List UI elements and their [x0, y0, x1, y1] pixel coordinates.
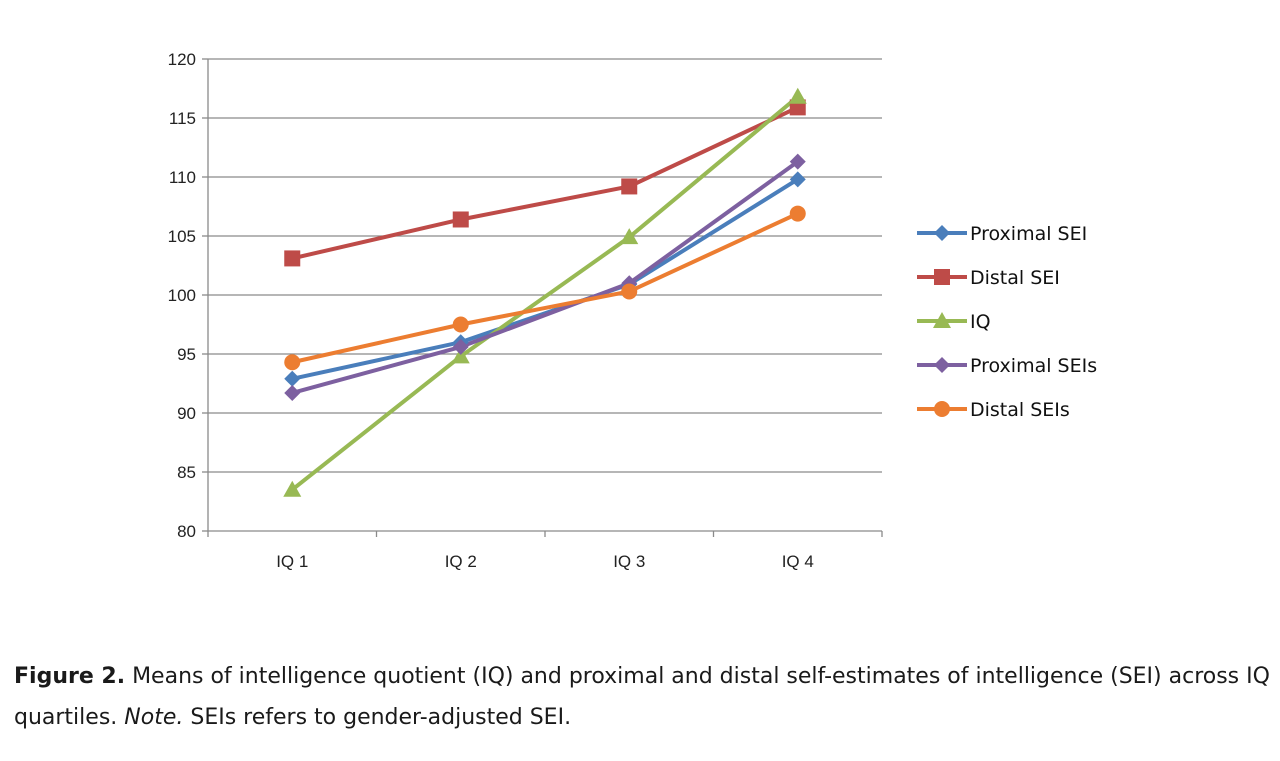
y-tick-label: 85 — [177, 463, 196, 482]
x-tick-label: IQ 2 — [445, 552, 477, 571]
y-tick-label: 95 — [177, 345, 196, 364]
caption-note-text: SEIs refers to gender-adjusted SEI. — [183, 705, 572, 730]
data-point — [452, 338, 469, 355]
x-tick-label: IQ 3 — [613, 552, 645, 571]
caption-note: Note. — [124, 705, 184, 730]
y-tick-label: 90 — [177, 404, 196, 423]
y-tick-label: 120 — [168, 50, 196, 69]
series-line-distal-sei — [291, 105, 799, 261]
data-point — [284, 250, 301, 267]
legend-marker — [934, 357, 950, 373]
legend-marker — [934, 269, 950, 285]
data-point — [789, 153, 806, 170]
y-tick-label: 80 — [177, 522, 196, 541]
figure-caption: Figure 2. Means of intelligence quotient… — [14, 656, 1274, 738]
series-line-proximal-seis — [291, 160, 799, 395]
legend-marker — [934, 401, 950, 417]
legend-label: Proximal SEI — [970, 223, 1087, 245]
data-point — [452, 211, 469, 228]
line-chart: 80 85 90 95 100 105 110 115 120 IQ 1 IQ 2 IQ 3 IQ 4 P… — [168, 50, 1098, 571]
series-line-distal-seis — [291, 211, 799, 365]
data-point — [452, 316, 469, 333]
y-tick-label: 100 — [168, 286, 196, 305]
data-point — [283, 480, 302, 497]
data-point — [789, 205, 806, 222]
legend-label: Distal SEI — [970, 267, 1060, 289]
legend-label: Distal SEIs — [970, 399, 1070, 421]
y-tick-label: 105 — [168, 227, 196, 246]
series-line-proximal-sei — [291, 177, 799, 381]
data-point — [788, 87, 807, 104]
legend-label: Proximal SEIs — [970, 355, 1097, 377]
legend-marker — [933, 312, 951, 328]
data-point — [284, 354, 301, 371]
legend-marker — [934, 225, 950, 241]
data-point — [284, 370, 301, 387]
data-point — [621, 178, 638, 195]
legend-label: IQ — [970, 311, 991, 333]
y-tick-label: 115 — [169, 109, 196, 128]
x-tick-label: IQ 1 — [276, 552, 308, 571]
data-point — [621, 283, 638, 300]
x-tick-label: IQ 4 — [782, 552, 814, 571]
data-point — [789, 171, 806, 188]
data-point — [284, 384, 301, 401]
caption-label: Figure 2. — [14, 664, 126, 689]
series-line-iq — [291, 95, 800, 492]
y-tick-label: 110 — [169, 168, 196, 187]
data-point — [620, 228, 639, 245]
caption-text: Means of intelligence quotient (IQ) and … — [14, 664, 1270, 730]
data-point — [451, 347, 470, 364]
